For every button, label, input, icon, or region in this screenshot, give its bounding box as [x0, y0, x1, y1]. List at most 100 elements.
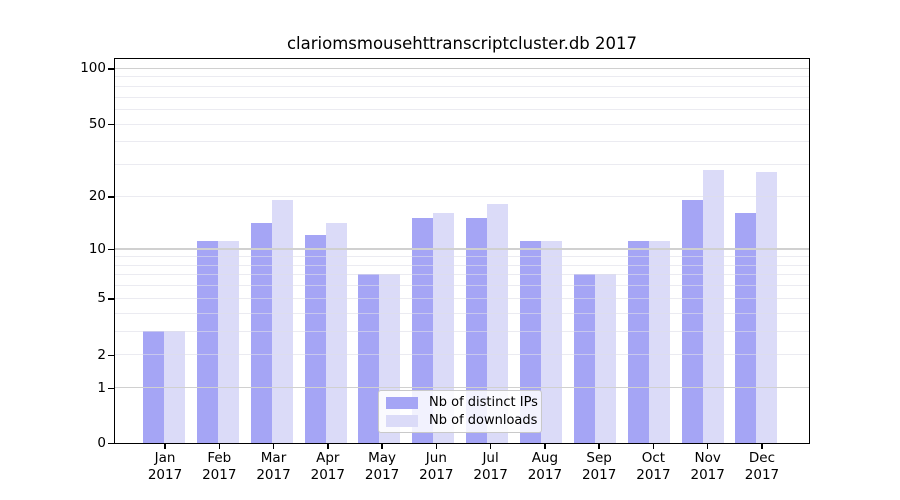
- x-tick-label-year: 2017: [636, 466, 671, 483]
- x-tick-mark-apr: [327, 444, 329, 449]
- minor-gridline-20: [115, 195, 809, 197]
- x-tick-label-year: 2017: [473, 466, 508, 483]
- bar-distinct-ips-oct-2017: [627, 241, 649, 443]
- x-tick-label-month: Sep: [586, 450, 612, 466]
- legend-label-distinct-ips: Nb of distinct IPs: [429, 395, 538, 410]
- legend-row-distinct-ips: Nb of distinct IPs: [386, 395, 541, 410]
- x-tick-label-oct: Oct 2017: [623, 450, 683, 483]
- minor-gridline-8: [115, 264, 809, 266]
- x-tick-label-month: Apr: [316, 450, 340, 466]
- bar-distinct-ips-dec-2017: [735, 213, 757, 443]
- x-tick-label-nov: Nov 2017: [678, 450, 738, 483]
- bar-downloads-aug-2017: [540, 241, 562, 443]
- y-tick-label-2: 2: [97, 346, 106, 363]
- y-tick-label-10: 10: [88, 240, 106, 257]
- y-tick-mark-50: [108, 123, 114, 126]
- y-tick-mark-1: [108, 387, 114, 389]
- bar-downloads-dec-2017: [756, 172, 778, 443]
- x-tick-mark-mar: [272, 444, 275, 449]
- minor-gridline-30: [115, 164, 809, 166]
- minor-gridline-4: [115, 312, 809, 314]
- minor-gridline-60: [115, 108, 809, 110]
- major-gridline-10: [115, 248, 809, 250]
- x-tick-mark-nov: [706, 444, 709, 449]
- x-tick-label-month: Jul: [482, 450, 499, 466]
- major-gridline-100: [115, 67, 809, 70]
- x-tick-label-month: Mar: [260, 450, 287, 466]
- x-tick-label-year: 2017: [581, 466, 617, 483]
- y-tick-label-50: 50: [88, 116, 106, 133]
- plot-area: Nb of distinct IPs Nb of downloads: [114, 58, 810, 444]
- x-tick-label-mar: Mar 2017: [244, 450, 304, 483]
- bar-downloads-oct-2017: [648, 241, 670, 443]
- x-tick-label-month: May: [368, 450, 397, 466]
- minor-gridline-2: [115, 354, 809, 356]
- bar-downloads-nov-2017: [702, 169, 724, 443]
- x-tick-label-jul: Jul 2017: [461, 450, 521, 483]
- major-gridline-1: [115, 387, 809, 389]
- x-tick-label-month: Jan: [154, 450, 176, 466]
- y-tick-label-100: 100: [80, 60, 106, 77]
- x-tick-label-may: May 2017: [352, 450, 412, 483]
- x-tick-mark-may: [381, 444, 383, 449]
- x-tick-label-year: 2017: [147, 466, 183, 483]
- x-tick-mark-aug: [544, 444, 546, 449]
- x-tick-mark-dec: [761, 444, 763, 449]
- y-tick-mark-20: [108, 196, 114, 198]
- x-tick-label-month: Feb: [207, 450, 232, 466]
- x-tick-label-month: Jun: [425, 450, 447, 466]
- bar-distinct-ips-apr-2017: [304, 234, 326, 443]
- bar-downloads-jun-2017: [433, 213, 455, 443]
- minor-gridline-90: [115, 76, 809, 78]
- x-tick-mark-feb: [218, 444, 221, 449]
- legend-swatch-downloads: [386, 414, 418, 427]
- x-tick-mark-sep: [598, 444, 600, 449]
- x-tick-label-apr: Apr 2017: [298, 450, 358, 483]
- minor-gridline-5: [115, 297, 809, 299]
- y-tick-mark-100: [108, 68, 114, 70]
- y-tick-mark-2: [108, 354, 114, 356]
- x-tick-label-year: 2017: [202, 466, 237, 483]
- x-tick-label-jan: Jan 2017: [135, 450, 195, 483]
- y-tick-label-20: 20: [88, 188, 106, 205]
- x-tick-label-aug: Aug 2017: [515, 450, 575, 483]
- y-tick-label-5: 5: [97, 290, 106, 307]
- y-tick-mark-10: [108, 248, 114, 251]
- x-tick-mark-jan: [164, 444, 166, 449]
- x-tick-label-month: Dec: [748, 450, 776, 466]
- minor-gridline-80: [115, 85, 809, 87]
- bar-distinct-ips-sep-2017: [573, 274, 595, 443]
- legend-label-downloads: Nb of downloads: [429, 413, 538, 428]
- x-tick-label-feb: Feb 2017: [189, 450, 249, 483]
- y-tick-label-1: 1: [97, 379, 106, 396]
- x-tick-label-month: Aug: [531, 450, 559, 466]
- chart-title: clariomsmousehttranscriptcluster.db 2017: [286, 34, 638, 53]
- legend-swatch-distinct-ips: [386, 396, 418, 409]
- minor-gridline-50: [115, 123, 809, 125]
- bar-downloads-mar-2017: [271, 199, 293, 443]
- x-tick-mark-jun: [435, 444, 438, 449]
- x-tick-label-dec: Dec 2017: [732, 450, 792, 483]
- minor-gridline-6: [115, 285, 809, 287]
- bar-downloads-sep-2017: [594, 274, 616, 443]
- x-tick-label-year: 2017: [527, 466, 563, 483]
- legend: Nb of distinct IPs Nb of downloads: [378, 390, 542, 433]
- minor-gridline-40: [115, 141, 809, 143]
- minor-gridline-3: [115, 330, 809, 332]
- bar-downloads-feb-2017: [217, 241, 239, 443]
- x-tick-label-month: Nov: [694, 450, 721, 466]
- bar-distinct-ips-jan-2017: [143, 330, 164, 443]
- legend-row-downloads: Nb of downloads: [386, 413, 541, 428]
- minor-gridline-9: [115, 256, 809, 258]
- x-tick-label-year: 2017: [690, 466, 725, 483]
- minor-gridline-7: [115, 274, 809, 276]
- x-tick-label-year: 2017: [256, 466, 291, 483]
- x-tick-mark-jul: [489, 444, 492, 449]
- bar-distinct-ips-jul-2017: [466, 217, 488, 443]
- bar-downloads-jul-2017: [487, 203, 509, 443]
- x-tick-label-year: 2017: [744, 466, 780, 483]
- y-tick-mark-5: [108, 298, 114, 300]
- y-tick-mark-0: [108, 442, 114, 445]
- x-tick-label-year: 2017: [310, 466, 345, 483]
